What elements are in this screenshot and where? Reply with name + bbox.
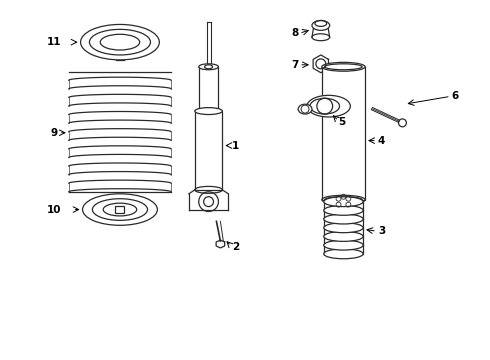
Text: 11: 11 xyxy=(47,37,61,47)
Text: 10: 10 xyxy=(47,204,61,215)
Text: 7: 7 xyxy=(291,60,298,70)
Bar xyxy=(199,67,219,111)
Text: 3: 3 xyxy=(378,226,385,236)
Ellipse shape xyxy=(199,64,219,70)
Text: 9: 9 xyxy=(51,128,58,138)
Ellipse shape xyxy=(195,108,222,114)
Ellipse shape xyxy=(324,206,363,215)
Ellipse shape xyxy=(324,240,363,250)
Ellipse shape xyxy=(324,249,363,259)
Text: 4: 4 xyxy=(378,136,385,145)
Ellipse shape xyxy=(322,62,365,71)
Text: 2: 2 xyxy=(232,242,240,252)
Bar xyxy=(115,206,124,213)
Ellipse shape xyxy=(324,214,363,224)
Text: 8: 8 xyxy=(291,28,298,38)
Ellipse shape xyxy=(298,104,312,114)
Text: 1: 1 xyxy=(232,140,240,150)
Ellipse shape xyxy=(324,197,363,207)
Ellipse shape xyxy=(312,21,330,30)
Ellipse shape xyxy=(324,223,363,233)
Text: 6: 6 xyxy=(452,91,459,101)
Ellipse shape xyxy=(324,231,363,241)
Text: 5: 5 xyxy=(339,117,346,127)
Bar xyxy=(322,67,365,200)
Ellipse shape xyxy=(307,95,350,117)
Bar xyxy=(195,111,222,190)
